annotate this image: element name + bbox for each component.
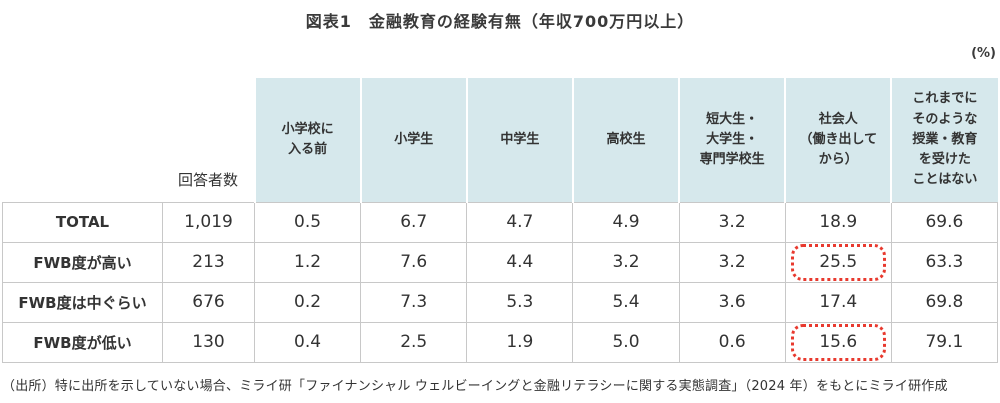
value-cell: 4.4 (466, 241, 574, 283)
value-cell: 0.2 (253, 281, 362, 323)
value-cell: 5.4 (572, 281, 680, 323)
value-cell: 0.4 (253, 321, 362, 363)
unit-label: (%) (971, 46, 996, 61)
respondents-cell: 213 (162, 241, 255, 283)
column-header: 小学校に 入る前 (253, 78, 361, 203)
row-label: TOTAL (2, 201, 163, 243)
value-cell: 6.7 (360, 201, 468, 243)
column-header: 高校生 (571, 78, 680, 203)
row-label: FWB度が高い (2, 241, 163, 283)
value-cell: 63.3 (890, 241, 999, 283)
row-label: FWB度が低い (2, 321, 163, 363)
value-cell: 15.6 (784, 321, 892, 363)
value-cell: 69.6 (890, 201, 999, 243)
respondents-cell: 676 (162, 281, 255, 323)
value-cell: 3.2 (678, 241, 786, 283)
value-cell: 17.4 (784, 281, 892, 323)
table-row: TOTAL 1,019 0.5 6.7 4.7 4.9 3.2 18.9 69.6 (2, 201, 999, 243)
table-header-row: 回答者数 小学校に 入る前 小学生 中学生 高校生 短大生・ 大学生・ 専門学校生 社会人 … (2, 78, 998, 203)
highlight-box (790, 323, 886, 361)
highlight-box (790, 243, 886, 281)
value-cell: 1.9 (466, 321, 574, 363)
column-header: 中学生 (465, 78, 573, 203)
table-row: FWB度が低い 130 0.4 2.5 1.9 5.0 0.6 15.6 79.1 (2, 321, 999, 363)
value-cell: 18.9 (784, 201, 892, 243)
value-cell: 0.5 (253, 201, 362, 243)
column-header: 短大生・ 大学生・ 専門学校生 (678, 78, 786, 203)
row-label: FWB度は中ぐらい (2, 281, 163, 323)
column-header: 小学生 (359, 78, 467, 203)
value-cell: 25.5 (784, 241, 892, 283)
value-cell: 3.2 (572, 241, 680, 283)
value-cell: 7.3 (360, 281, 468, 323)
value-cell: 5.3 (466, 281, 574, 323)
value-cell: 4.9 (572, 201, 680, 243)
source-note: （出所）特に出所を示していない場合、ミライ研「ファイナンシャル ウェルビーイング… (2, 379, 948, 394)
value-cell: 4.7 (466, 201, 574, 243)
data-table: 回答者数 小学校に 入る前 小学生 中学生 高校生 短大生・ 大学生・ 専門学校生 社会人 … (2, 78, 999, 363)
figure-title: 図表1 金融教育の経験有無（年収700万円以上） (305, 12, 695, 31)
respondents-header: 回答者数 (162, 78, 255, 202)
value-cell: 0.6 (678, 321, 786, 363)
value-cell: 79.1 (890, 321, 999, 363)
value-cell: 7.6 (360, 241, 468, 283)
column-header: これまでに そのような 授業・教育 を受けた ことはない (890, 78, 998, 203)
value-cell: 5.0 (572, 321, 680, 363)
value-cell: 69.8 (890, 281, 999, 323)
respondents-cell: 130 (162, 321, 255, 363)
value-cell: 3.6 (678, 281, 786, 323)
table-row: FWB度は中ぐらい 676 0.2 7.3 5.3 5.4 3.6 17.4 69.8 (2, 281, 999, 323)
table-row: FWB度が高い 213 1.2 7.6 4.4 3.2 3.2 25.5 63.3 (2, 241, 999, 283)
respondents-cell: 1,019 (162, 201, 255, 243)
column-header: 社会人 （働き出して から） (784, 78, 892, 203)
value-cell: 2.5 (360, 321, 468, 363)
header-spacer (2, 78, 163, 202)
value-cell: 1.2 (253, 241, 362, 283)
value-cell: 3.2 (678, 201, 786, 243)
